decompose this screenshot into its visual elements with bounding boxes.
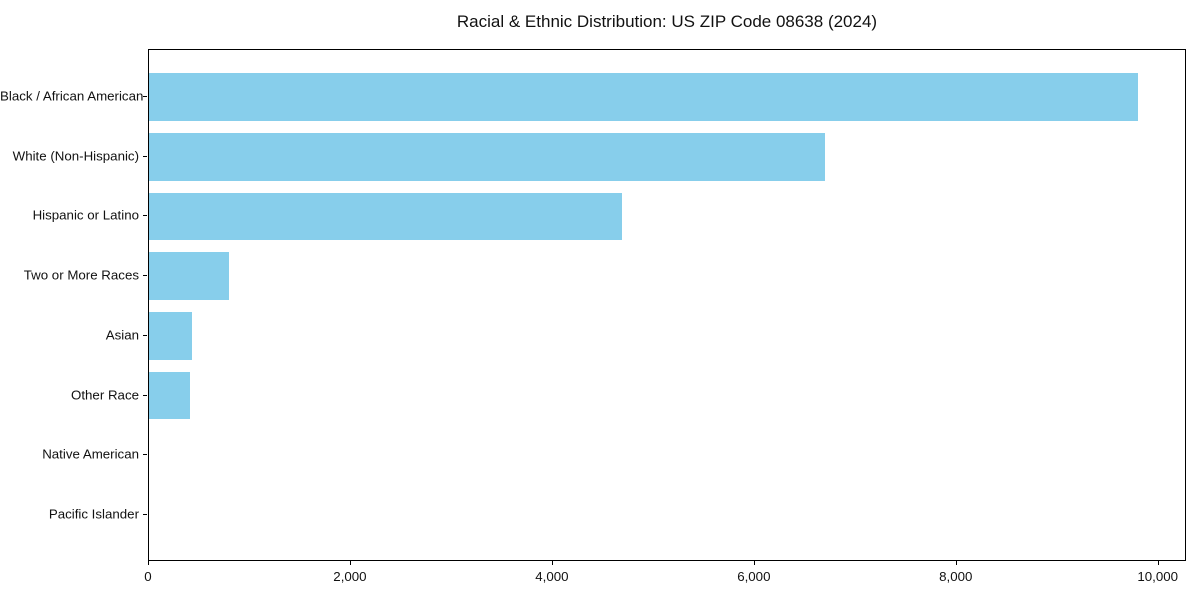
y-tick-label: Black / African American [0, 88, 144, 104]
x-tick-label: 2,000 [333, 569, 367, 584]
x-tick-mark [551, 561, 553, 565]
y-tick-mark [143, 215, 147, 217]
x-tick-label: 8,000 [939, 569, 973, 584]
x-tick-mark [349, 561, 351, 565]
y-tick-mark [143, 155, 147, 157]
y-tick-label: Native American [42, 446, 139, 462]
y-tick-mark [143, 454, 147, 456]
plot-area [148, 49, 1186, 561]
x-tick-label: 4,000 [535, 569, 569, 584]
y-tick-mark [143, 394, 147, 396]
y-tick-mark [143, 275, 147, 277]
y-tick-label: Pacific Islander [48, 506, 139, 522]
x-tick-mark [1157, 561, 1159, 565]
x-tick-label: 0 [144, 569, 152, 584]
y-tick-mark [143, 96, 147, 98]
y-tick-mark [143, 513, 147, 515]
x-tick-mark [753, 561, 755, 565]
y-tick-label: Asian [105, 327, 139, 343]
x-tick-mark [955, 561, 957, 565]
bar-white-non-hispanic- [149, 132, 825, 181]
y-tick-label: White (Non-Hispanic) [12, 148, 139, 164]
y-tick-label: Two or More Races [23, 267, 139, 283]
bar-other-race [149, 371, 190, 420]
x-tick-label: 6,000 [737, 569, 771, 584]
x-tick-label: 10,000 [1137, 569, 1179, 584]
y-tick-label: Hispanic or Latino [32, 207, 139, 223]
y-tick-label: Other Race [71, 387, 139, 402]
x-tick-mark [148, 561, 149, 565]
chart-title: Racial & Ethnic Distribution: US ZIP Cod… [456, 12, 878, 31]
y-tick-mark [143, 334, 147, 336]
bar-hispanic-or-latino [149, 192, 622, 241]
bar-black-african-american [149, 73, 1138, 121]
bar-two-or-more-races [149, 252, 229, 301]
bar-asian [149, 311, 192, 360]
